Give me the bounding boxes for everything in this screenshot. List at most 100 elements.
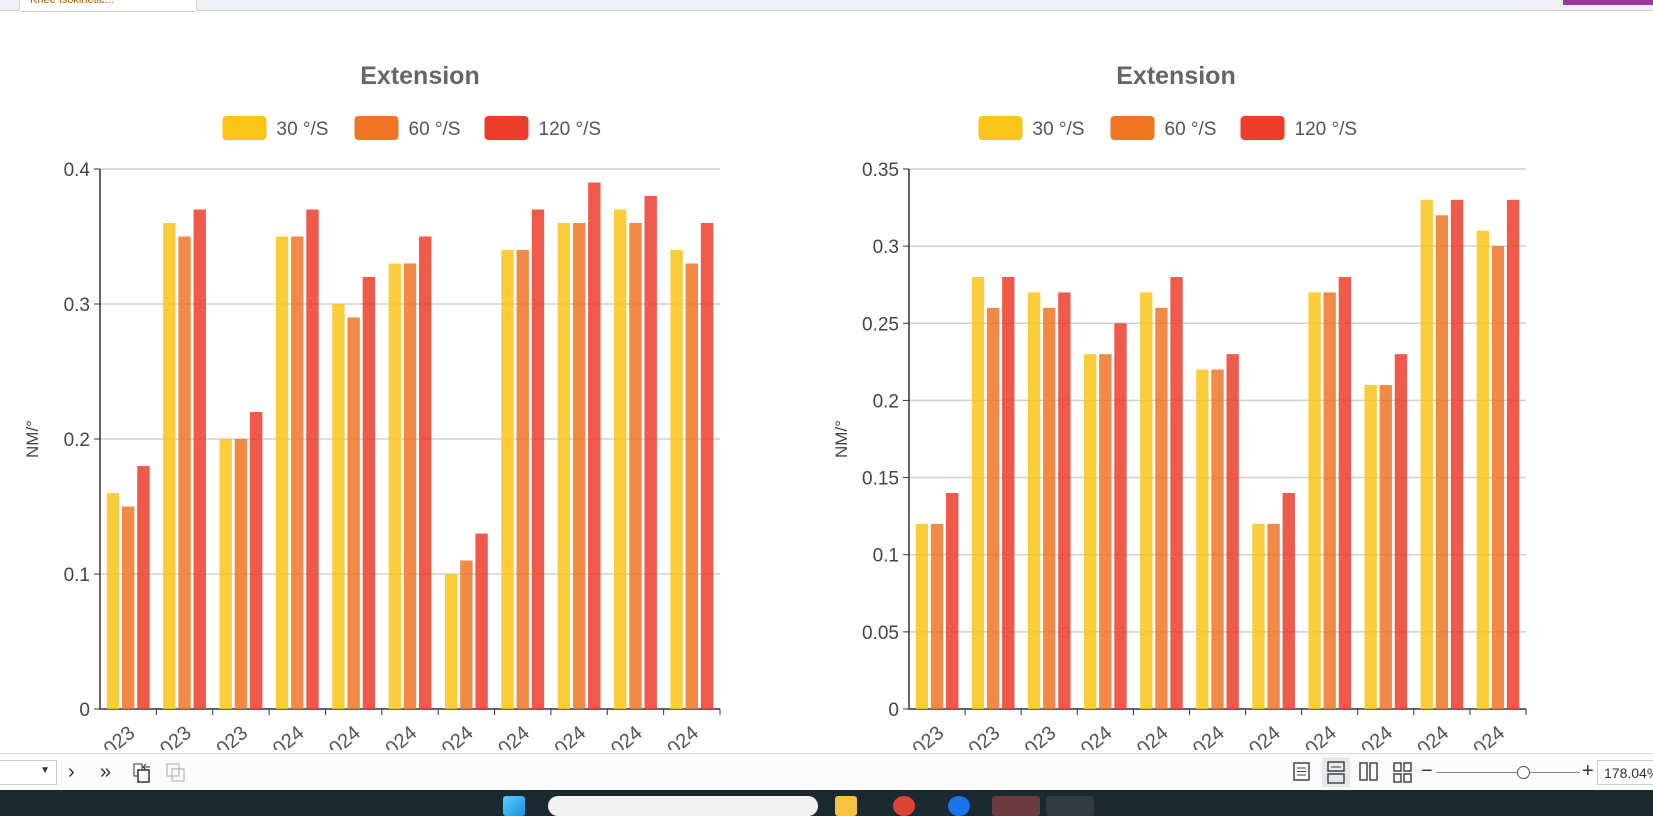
bar — [1043, 307, 1056, 709]
bar — [332, 304, 345, 709]
zoom-slider-thumb[interactable] — [1517, 766, 1530, 779]
bar — [1435, 215, 1449, 710]
bar — [915, 523, 929, 709]
rotate-disabled-icon — [166, 763, 186, 789]
bar — [629, 223, 642, 709]
x-tick-label: 024 — [325, 722, 365, 750]
bar — [362, 277, 376, 709]
chrome-icon[interactable] — [893, 796, 915, 816]
x-tick-label: 024 — [438, 722, 478, 750]
zoom-slider[interactable] — [1436, 772, 1580, 773]
bar — [1420, 199, 1433, 709]
bar — [986, 307, 1000, 709]
bar — [106, 493, 120, 709]
bar — [460, 560, 473, 709]
zoom-out-button[interactable]: − — [1421, 760, 1433, 782]
bar — [1058, 292, 1071, 709]
zoom-in-button[interactable]: + — [1582, 760, 1594, 782]
bar — [557, 223, 571, 709]
bar — [1282, 493, 1295, 709]
bar — [1364, 385, 1377, 709]
x-tick-label: 024 — [382, 722, 422, 750]
zoom-input[interactable]: 178.04% — [1597, 760, 1653, 785]
legend-label: 120 °/S — [1295, 119, 1358, 140]
bar — [347, 317, 360, 709]
two-page-view-icon[interactable] — [1358, 761, 1380, 789]
legend-swatch — [1110, 116, 1155, 140]
x-tick-label: 024 — [1189, 722, 1229, 750]
browser-tab[interactable]: Knee Isokinetic... — [19, 0, 197, 12]
bar — [588, 182, 601, 709]
bar — [1379, 385, 1392, 709]
chart-title: Extension — [360, 62, 479, 90]
search-box[interactable] — [548, 796, 818, 816]
x-tick-label: 024 — [1413, 722, 1453, 750]
bar — [275, 236, 289, 709]
legend-swatch — [484, 116, 529, 140]
viewer-toolbar: ▼ › » − + 178.04% — [0, 753, 1653, 790]
legend-label: 30 °/S — [1033, 119, 1085, 140]
x-tick-label: 023 — [965, 722, 1005, 750]
bar — [1226, 354, 1239, 709]
single-page-view-icon[interactable] — [1292, 761, 1312, 789]
file-explorer-icon[interactable] — [835, 796, 857, 816]
bar — [1252, 523, 1265, 709]
x-tick-label: 024 — [269, 722, 309, 750]
browser-tab-strip: Knee Isokinetic... — [0, 0, 1653, 12]
bar — [1155, 307, 1168, 709]
bar — [1196, 369, 1209, 709]
y-tick-label: 0.25 — [862, 314, 899, 335]
bar — [644, 196, 657, 709]
y-tick-label: 0.2 — [873, 391, 899, 412]
bar — [403, 263, 417, 709]
bar — [1211, 369, 1224, 709]
page-select[interactable]: ▼ — [0, 760, 57, 785]
bar — [1450, 199, 1464, 709]
app-icon-2[interactable] — [1046, 796, 1094, 816]
bar — [1002, 277, 1015, 709]
y-tick-label: 0.1 — [64, 565, 90, 586]
bar — [1476, 230, 1489, 709]
continuous-view-icon[interactable] — [1322, 757, 1350, 787]
legend-label: 120 °/S — [539, 119, 602, 140]
x-tick-label: 023 — [100, 722, 140, 750]
bar — [685, 263, 699, 709]
app-icon[interactable] — [948, 796, 970, 816]
two-page-continuous-icon[interactable] — [1392, 761, 1414, 789]
rotate-page-icon[interactable] — [133, 763, 153, 789]
bar — [1170, 277, 1183, 709]
x-tick-label: 023 — [156, 722, 196, 750]
bar — [572, 223, 586, 709]
legend-swatch — [222, 116, 267, 140]
last-page-button[interactable]: » — [100, 761, 112, 783]
bar — [291, 236, 304, 709]
windows-start-icon[interactable] — [503, 796, 525, 816]
x-tick-label: 024 — [1077, 722, 1117, 750]
bar — [1267, 523, 1280, 709]
next-page-button[interactable]: › — [68, 761, 75, 783]
bar — [614, 209, 627, 709]
x-tick-label: 024 — [1301, 722, 1341, 750]
bar — [234, 439, 248, 709]
bar — [137, 466, 150, 709]
bar — [1027, 292, 1041, 709]
y-tick-label: 0 — [888, 700, 899, 721]
y-tick-label: 0.4 — [64, 160, 91, 181]
bar — [178, 236, 191, 709]
y-tick-label: 0.3 — [64, 295, 90, 316]
x-tick-label: 023 — [212, 722, 252, 750]
bar — [419, 236, 432, 709]
x-tick-label: 023 — [909, 722, 949, 750]
bar — [475, 533, 488, 709]
bar — [531, 209, 545, 709]
y-tick-label: 0.35 — [862, 160, 899, 181]
legend-swatch — [978, 116, 1023, 140]
y-tick-label: 0.3 — [873, 237, 899, 258]
chart-title: Extension — [1116, 62, 1235, 90]
y-tick-label: 0.15 — [862, 469, 899, 490]
x-tick-label: 024 — [1469, 722, 1509, 750]
active-app-icon[interactable] — [992, 796, 1040, 816]
bar — [388, 263, 401, 709]
bar — [1140, 292, 1153, 709]
bar — [193, 209, 206, 709]
